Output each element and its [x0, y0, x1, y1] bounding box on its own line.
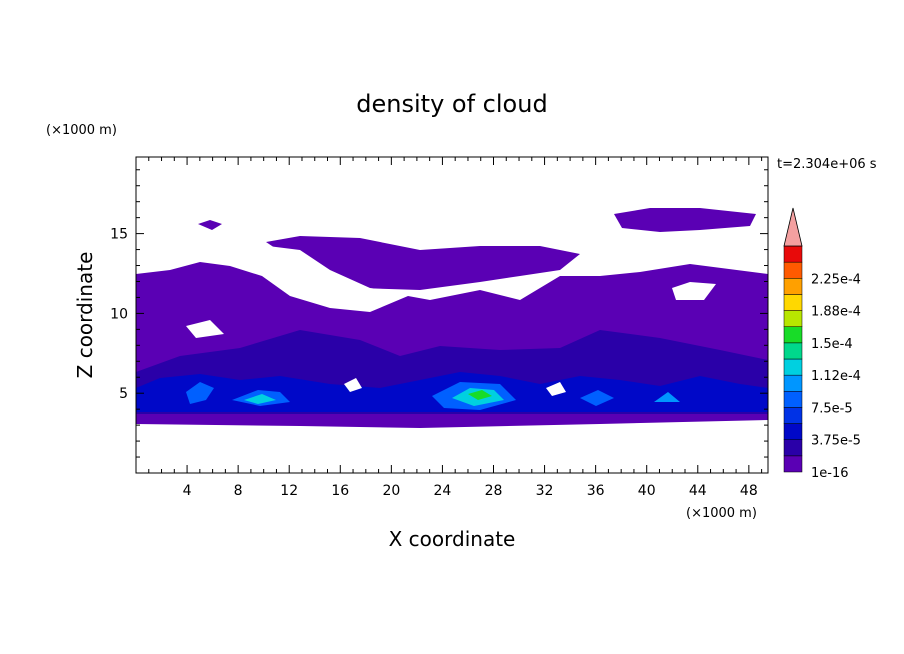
cloud-hole-2 — [672, 282, 716, 300]
colorbar-swatch — [783, 278, 803, 295]
colorbar-extend-arrow — [783, 207, 803, 247]
colorbar-swatch — [783, 245, 803, 263]
cloud-core-1 — [186, 382, 214, 404]
colorbar-swatch — [783, 374, 803, 392]
colorbar-swatch — [783, 439, 803, 457]
colorbar-tick-label: 3.75e-5 — [811, 434, 861, 449]
x-tick-label: 28 — [485, 483, 503, 499]
cloud-core-7 — [580, 390, 614, 406]
cloud-core-3 — [244, 394, 276, 404]
x-tick-label: 32 — [536, 483, 554, 499]
colorbar-swatch — [783, 358, 803, 376]
colorbar-tick-label: 1e-16 — [811, 466, 849, 481]
x-unit-label: (×1000 m) — [686, 506, 757, 521]
colorbar-swatch — [783, 455, 803, 473]
cloud-hole-1 — [268, 246, 410, 310]
cloud-hole-4 — [344, 378, 362, 392]
x-tick-label: 20 — [382, 483, 400, 499]
x-tick-label: 24 — [434, 483, 452, 499]
y-tick-label: 10 — [110, 306, 128, 322]
colorbar-tick-label: 1.5e-4 — [811, 337, 853, 352]
colorbar: 1e-16 3.75e-5 7.5e-5 1.12e-4 1.5e-4 1.88e-4 2.… — [783, 207, 861, 481]
plot-frame — [135, 156, 769, 474]
cloud-hole-5 — [546, 382, 566, 396]
colorbar-swatch — [783, 326, 803, 344]
x-axis-label: X coordinate — [389, 527, 516, 551]
time-label: t=2.304e+06 s — [777, 157, 877, 172]
colorbar-swatch — [783, 294, 803, 311]
x-tick-label: 4 — [183, 483, 192, 499]
cloud-region-top-right — [614, 208, 756, 232]
colorbar-swatch — [783, 423, 803, 440]
x-tick-label: 48 — [740, 483, 758, 499]
cloud-region-blob — [198, 220, 222, 230]
colorbar-swatch — [783, 261, 803, 279]
cloud-hole-3 — [186, 320, 224, 338]
x-axis: 4 8 12 16 20 24 28 32 36 40 44 48 — [148, 157, 763, 499]
colorbar-tick-label: 2.25e-4 — [811, 272, 861, 287]
y-axis: 5 10 15 — [110, 169, 768, 458]
cloud-core-6 — [468, 390, 492, 400]
x-tick-label: 44 — [689, 483, 707, 499]
y-unit-label: (×1000 m) — [46, 123, 117, 138]
colorbar-swatch — [783, 391, 803, 408]
x-tick-label: 36 — [587, 483, 605, 499]
colorbar-tick-label: 1.12e-4 — [811, 369, 861, 384]
colorbar-swatch — [783, 342, 803, 360]
x-tick-label: 16 — [331, 483, 349, 499]
colorbar-swatch — [783, 407, 803, 424]
x-tick-label: 8 — [234, 483, 243, 499]
colorbar-tick-label: 1.88e-4 — [811, 305, 861, 320]
contour-fill-layer — [136, 208, 768, 428]
y-axis-label: Z coordinate — [73, 252, 97, 379]
x-tick-label: 12 — [280, 483, 298, 499]
chart-title: density of cloud — [356, 90, 547, 118]
cloud-region-upper — [266, 236, 580, 290]
x-tick-label: 40 — [638, 483, 656, 499]
y-tick-label: 5 — [119, 386, 128, 402]
y-tick-label: 15 — [110, 227, 128, 243]
cloud-core-8 — [654, 392, 680, 402]
colorbar-swatch — [783, 310, 803, 327]
colorbar-tick-label: 7.5e-5 — [811, 401, 853, 416]
